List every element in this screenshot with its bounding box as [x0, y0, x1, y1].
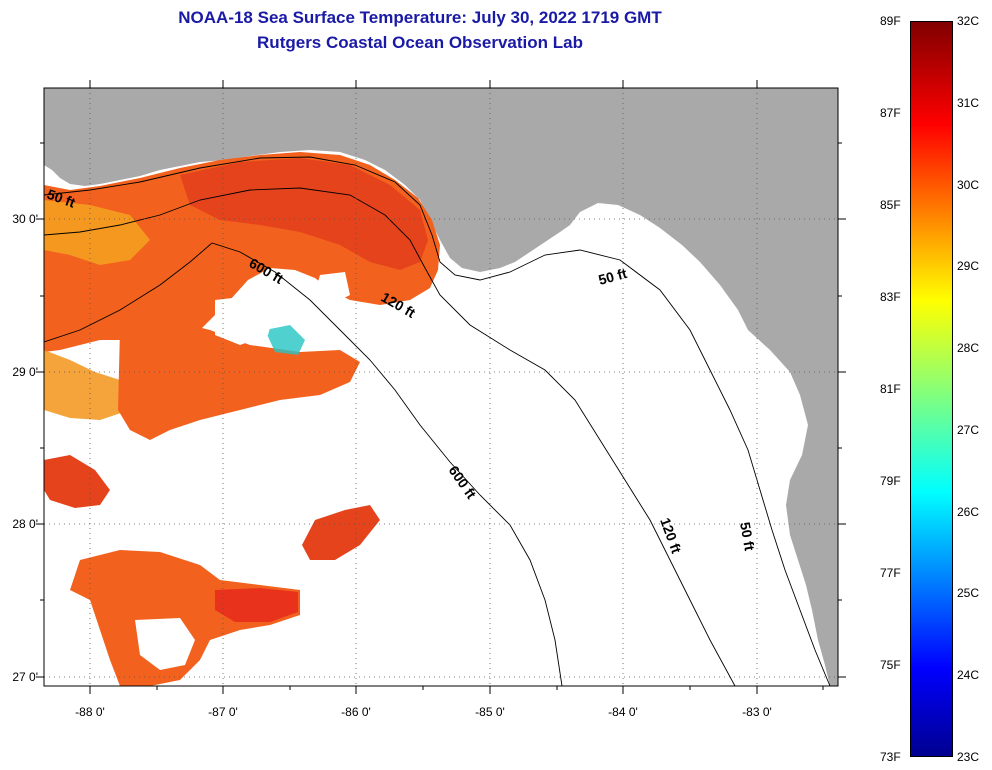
colorbar-celsius-label: 30C [957, 177, 980, 192]
lon-tick-label: -88 0' [75, 705, 105, 719]
lat-tick-label: 27 0' [12, 670, 38, 684]
colorbar-fahrenheit-label: 89F [880, 14, 901, 28]
colorbar-fahrenheit-label: 77F [880, 566, 901, 580]
sst-patch-south [70, 550, 300, 686]
contour-label: 50 ft [597, 265, 629, 288]
colorbar-celsius-label: 29C [957, 259, 980, 274]
lon-tick-label: -84 0' [608, 705, 638, 719]
sst-mild-coast [44, 200, 150, 265]
sst-hot-south [215, 588, 298, 622]
map-frame [43, 87, 839, 687]
frame-ticks [36, 80, 846, 694]
colorbar-celsius-label: 31C [957, 95, 980, 110]
lon-tick-label: -83 0' [742, 705, 772, 719]
colorbar-fahrenheit-label: 75F [880, 658, 901, 672]
colorbar-fahrenheit-label: 85F [880, 198, 901, 212]
land-mass [44, 88, 838, 686]
colorbar-fahrenheit-label: 73F [880, 750, 901, 764]
cloud-gap-2 [315, 272, 350, 305]
colorbar-celsius-label: 23C [957, 750, 980, 764]
colorbar-celsius-label: 27C [957, 422, 980, 437]
colorbar-celsius-label: 32C [957, 14, 980, 28]
lat-tick-label: 28 0' [12, 517, 38, 531]
sst-patch-mid [118, 320, 360, 440]
sst-patch-east [302, 505, 380, 560]
colorbar-celsius-label: 26C [957, 504, 980, 519]
contour-120ft-line [44, 187, 736, 686]
sst-patch-southwest [44, 455, 110, 508]
map-title: NOAA-18 Sea Surface Temperature: July 30… [178, 8, 662, 27]
colorbar-fahrenheit-label: 87F [880, 106, 901, 120]
temperature-colorbar [910, 21, 953, 757]
lon-tick-label: -87 0' [208, 705, 238, 719]
colorbar-fahrenheit-label: 79F [880, 474, 901, 488]
map-subtitle: Rutgers Coastal Ocean Observation Lab [257, 33, 583, 52]
colorbar-fahrenheit-label: 81F [880, 382, 901, 396]
colorbar-celsius-label: 24C [957, 668, 980, 683]
lat-tick-label: 29 0' [12, 365, 38, 379]
sst-cool-patch [265, 325, 305, 355]
lon-tick-label: -85 0' [475, 705, 505, 719]
cloud-gap-3 [135, 618, 195, 670]
cloud-gap-1 [215, 296, 275, 345]
lon-tick-label: -86 0' [341, 705, 371, 719]
lat-tick-label: 30 0' [12, 212, 38, 226]
colorbar-fahrenheit-label: 83F [880, 290, 901, 304]
contour-label: 50 ft [737, 521, 758, 552]
colorbar-celsius-label: 28C [957, 341, 980, 356]
contour-50ft-line [44, 156, 831, 686]
sst-hot-patch [180, 158, 428, 270]
sst-mild-west [44, 350, 140, 420]
colorbar-celsius-label: 25C [957, 586, 980, 601]
contour-600ft-line [44, 242, 563, 686]
